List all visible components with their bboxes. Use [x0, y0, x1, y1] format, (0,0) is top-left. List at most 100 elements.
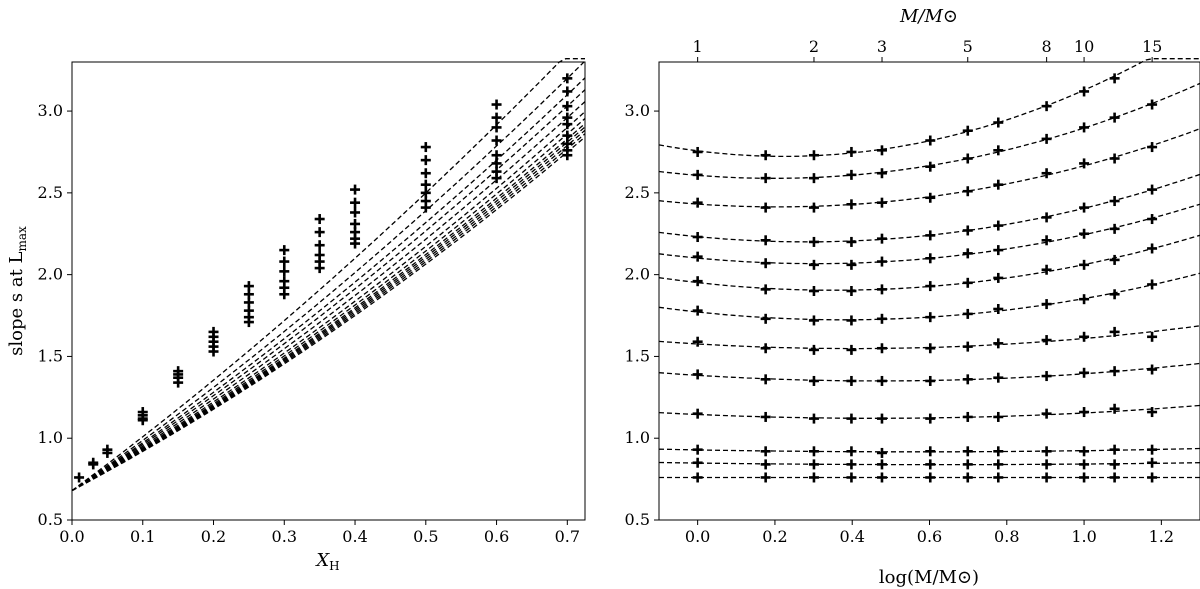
data-point: [846, 315, 857, 326]
top-tick-label: 15: [1142, 37, 1162, 56]
top-tick-label: 2: [809, 37, 819, 56]
x-tick-label: 0.1: [130, 527, 155, 546]
data-point: [1079, 86, 1090, 97]
top-tick-label: 8: [1042, 37, 1052, 56]
data-point: [962, 277, 973, 288]
fit-curve: [71, 89, 586, 492]
right-chart: 0.0 0.2 0.4 0.6 0.8 1.0 1.2 0.5 1.0 1.5 2.0 2.5 3.0…: [625, 6, 1200, 588]
data-point: [760, 472, 771, 483]
data-point: [808, 286, 819, 296]
data-point: [993, 272, 1004, 283]
x-tick-label: 0.3: [272, 527, 297, 546]
data-point: [1079, 331, 1090, 342]
data-point: [962, 459, 973, 470]
data-point: [925, 375, 936, 386]
data-point: [1147, 243, 1158, 254]
left-x-axis-title: XH: [314, 550, 339, 573]
data-point: [1109, 289, 1120, 300]
data-point: [1147, 472, 1158, 483]
data-point: [562, 73, 573, 84]
data-point: [962, 411, 973, 422]
data-point: [420, 168, 431, 179]
data-point: [692, 146, 703, 157]
data-point: [808, 375, 819, 386]
data-point: [876, 168, 887, 179]
right-markers: [692, 73, 1158, 483]
data-point: [876, 343, 887, 354]
data-point: [760, 173, 771, 184]
fit-curve: [658, 404, 1200, 419]
data-point: [993, 220, 1004, 231]
data-point: [993, 179, 1004, 190]
data-point: [876, 459, 887, 470]
data-point: [760, 446, 771, 457]
data-point: [350, 207, 361, 218]
data-point: [1041, 264, 1052, 275]
data-point: [808, 202, 819, 213]
data-point: [1109, 223, 1120, 234]
data-point: [279, 256, 290, 267]
data-point: [1147, 407, 1158, 418]
left-x-axis: 0.0 0.1 0.2 0.3 0.4 0.5 0.6 0.7: [59, 520, 580, 546]
data-point: [962, 472, 973, 483]
data-point: [808, 472, 819, 483]
data-point: [562, 112, 573, 123]
data-point: [562, 130, 573, 141]
fit-curve: [71, 133, 586, 492]
data-point: [846, 146, 857, 157]
data-point: [993, 411, 1004, 422]
data-point: [350, 218, 361, 229]
data-point: [876, 472, 887, 483]
right-top-axis-title: M/M⊙: [899, 6, 958, 27]
data-point: [1079, 228, 1090, 239]
data-point: [1041, 133, 1052, 144]
data-point: [491, 135, 502, 146]
data-point: [760, 411, 771, 422]
data-point: [1109, 196, 1120, 207]
data-point: [846, 472, 857, 483]
data-point: [1147, 279, 1158, 290]
data-point: [1041, 101, 1052, 112]
data-point: [993, 303, 1004, 314]
data-point: [420, 142, 431, 153]
x-tick-label: 1.2: [1149, 527, 1174, 546]
fit-curve: [71, 58, 585, 492]
data-point: [1109, 472, 1120, 483]
fit-curve: [658, 325, 1200, 350]
y-tick-label: 0.5: [625, 510, 650, 529]
data-point: [1041, 446, 1052, 457]
y-tick-label: 2.5: [625, 183, 650, 202]
left-chart: 0.0 0.1 0.2 0.3 0.4 0.5 0.6 0.7 0.5 1.0 1.5 2.0 2.5…: [6, 58, 586, 573]
data-point: [925, 472, 936, 483]
left-curves: [71, 58, 586, 492]
data-point: [279, 276, 290, 287]
right-x-axis-title: log(M/M⊙): [879, 567, 979, 588]
data-point: [846, 236, 857, 247]
fit-curve: [71, 136, 586, 492]
data-point: [876, 413, 887, 424]
left-markers: [74, 73, 573, 483]
x-tick-label: 0.6: [917, 527, 942, 546]
fit-curve: [658, 234, 1200, 291]
data-point: [562, 86, 573, 97]
data-point: [925, 446, 936, 457]
data-point: [760, 284, 771, 295]
data-point: [692, 276, 703, 287]
top-tick-label: 1: [693, 37, 703, 56]
data-point: [925, 135, 936, 146]
data-point: [1147, 142, 1158, 153]
data-point: [876, 447, 887, 458]
data-point: [925, 343, 936, 354]
data-point: [876, 313, 887, 324]
data-point: [846, 169, 857, 180]
data-point: [760, 150, 771, 161]
data-point: [314, 214, 325, 225]
fit-curve: [71, 118, 586, 492]
data-point: [925, 413, 936, 424]
data-point: [88, 457, 99, 468]
data-point: [846, 459, 857, 470]
right-y-axis: 0.5 1.0 1.5 2.0 2.5 3.0: [625, 101, 659, 529]
data-point: [760, 313, 771, 324]
data-point: [137, 415, 148, 426]
data-point: [962, 225, 973, 236]
